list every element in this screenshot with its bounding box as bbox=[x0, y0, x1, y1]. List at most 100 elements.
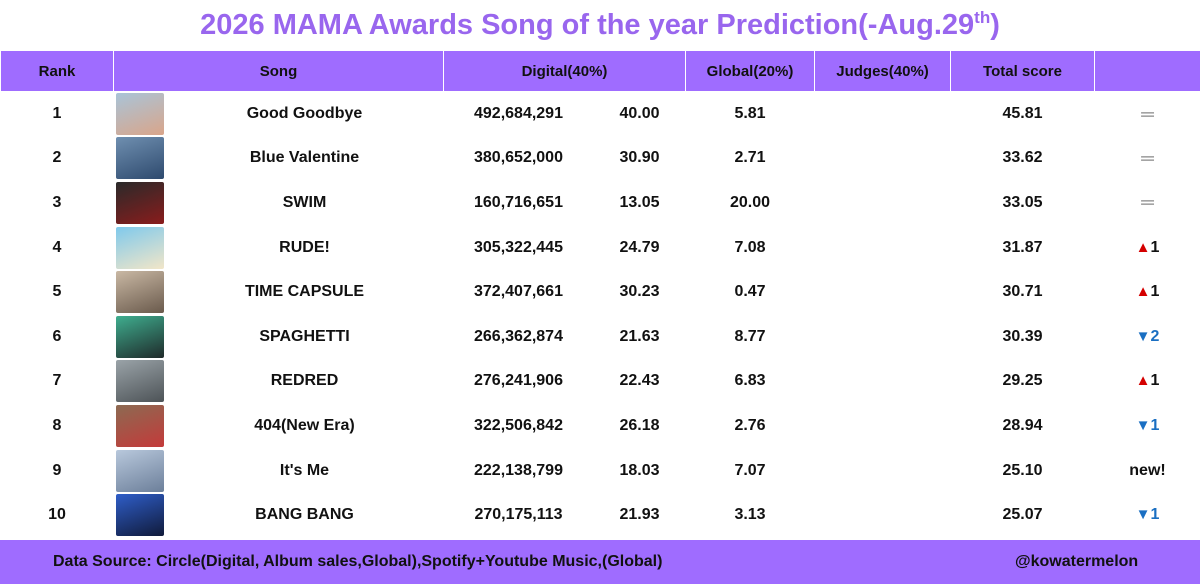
arrow-up-icon: ▲ bbox=[1135, 372, 1151, 390]
rank-change-cell: ═ bbox=[1095, 92, 1200, 137]
rank-change-value: 1 bbox=[1150, 372, 1160, 390]
rank-cell: 1 bbox=[52, 105, 62, 123]
total-score: 31.87 bbox=[1002, 238, 1043, 256]
digital-score: 30.23 bbox=[619, 283, 660, 301]
title-close: ) bbox=[990, 9, 1000, 41]
album-cover-image bbox=[115, 315, 164, 358]
digital-count: 380,652,000 bbox=[474, 149, 563, 167]
digital-count: 322,506,842 bbox=[474, 416, 563, 434]
album-cover-cell bbox=[114, 314, 166, 359]
album-cover-image bbox=[115, 93, 164, 136]
table-body: 1 Good Goodbye 492,684,291 40.00 5.81 45.81 ═ 2… bbox=[1, 92, 1200, 538]
rank-cell: 2 bbox=[52, 149, 62, 167]
arrow-down-icon: ▼ bbox=[1135, 506, 1151, 524]
song-title: TIME CAPSULE bbox=[244, 283, 365, 301]
song-title: SWIM bbox=[282, 193, 327, 211]
rank-cell: 3 bbox=[52, 193, 62, 211]
rank-unchanged-icon: ═ bbox=[1141, 103, 1154, 124]
page-title: 2026 MAMA Awards Song of the year Predic… bbox=[0, 4, 1200, 46]
rank-change-cell: ═ bbox=[1095, 136, 1200, 181]
rank-cell: 10 bbox=[48, 506, 66, 524]
digital-score: 18.03 bbox=[619, 461, 660, 479]
rank-change-cell: ▼1 bbox=[1095, 404, 1200, 449]
album-cover-cell bbox=[114, 359, 166, 404]
arrow-up-icon: ▲ bbox=[1135, 238, 1151, 256]
album-cover-image bbox=[115, 494, 164, 537]
rank-change-cell: ▲1 bbox=[1095, 270, 1200, 315]
ranking-table: Rank Song Digital(40%) Global(20%) Judge… bbox=[0, 50, 1200, 537]
table-row: 4 RUDE! 305,322,445 24.79 7.08 31.87 ▲1 bbox=[1, 225, 1200, 270]
arrow-down-icon: ▼ bbox=[1135, 416, 1151, 434]
global-score: 0.47 bbox=[734, 283, 766, 301]
song-title: Blue Valentine bbox=[249, 149, 360, 167]
album-cover-cell bbox=[114, 270, 166, 315]
song-title: RUDE! bbox=[279, 238, 330, 256]
song-title: BANG BANG bbox=[255, 506, 354, 524]
rank-change: ▼2 bbox=[1136, 328, 1160, 345]
total-score: 33.62 bbox=[1002, 149, 1043, 167]
digital-score: 21.63 bbox=[619, 327, 660, 345]
new-entry-badge: new! bbox=[1129, 461, 1166, 479]
album-cover-image bbox=[115, 271, 164, 314]
table-row: 2 Blue Valentine 380,652,000 30.90 2.71 33.62… bbox=[1, 136, 1200, 181]
album-cover-image bbox=[115, 404, 164, 447]
total-score: 25.10 bbox=[1002, 461, 1043, 479]
album-cover-cell bbox=[114, 448, 166, 493]
judges-score bbox=[815, 404, 951, 449]
digital-count: 305,322,445 bbox=[474, 238, 563, 256]
rank-change: ▼1 bbox=[1136, 506, 1160, 523]
rank-change-cell: ═ bbox=[1095, 181, 1200, 226]
table-row: 6 SPAGHETTI 266,362,874 21.63 8.77 30.39 ▼2 bbox=[1, 314, 1200, 359]
judges-score bbox=[815, 92, 951, 137]
rank-cell: 9 bbox=[52, 461, 62, 479]
arrow-down-icon: ▼ bbox=[1135, 327, 1151, 345]
judges-score bbox=[815, 136, 951, 181]
rank-cell: 4 bbox=[52, 238, 62, 256]
rank-cell: 6 bbox=[52, 327, 62, 345]
judges-score bbox=[815, 270, 951, 315]
album-cover-image bbox=[115, 360, 164, 403]
header-global: Global(20%) bbox=[685, 50, 816, 92]
global-score: 6.83 bbox=[734, 372, 766, 390]
arrow-up-icon: ▲ bbox=[1135, 283, 1151, 301]
digital-score: 13.05 bbox=[619, 193, 660, 211]
digital-score: 40.00 bbox=[619, 105, 660, 123]
song-title: It's Me bbox=[279, 461, 330, 479]
header-change bbox=[1094, 50, 1200, 92]
global-score: 7.08 bbox=[734, 238, 766, 256]
album-cover-image bbox=[115, 449, 164, 492]
song-title: REDRED bbox=[270, 372, 339, 390]
digital-count: 222,138,799 bbox=[474, 461, 563, 479]
global-score: 3.13 bbox=[734, 506, 766, 524]
data-source-text: Data Source: Circle(Digital, Album sales… bbox=[53, 553, 663, 570]
header-digital: Digital(40%) bbox=[442, 50, 687, 92]
table-row: 8 404(New Era) 322,506,842 26.18 2.76 28.94 ▼1 bbox=[1, 404, 1200, 449]
judges-score bbox=[815, 448, 951, 493]
rank-change-cell: ▲1 bbox=[1095, 225, 1200, 270]
rank-change-value: 1 bbox=[1150, 416, 1160, 434]
title-text: 2026 MAMA Awards Song of the year Predic… bbox=[200, 9, 975, 41]
total-score: 45.81 bbox=[1002, 105, 1043, 123]
table-row: 1 Good Goodbye 492,684,291 40.00 5.81 45.81 ═ bbox=[1, 92, 1200, 137]
global-score: 2.76 bbox=[734, 416, 766, 434]
album-cover-image bbox=[115, 226, 164, 269]
rank-cell: 7 bbox=[52, 372, 62, 390]
digital-score: 21.93 bbox=[619, 506, 660, 524]
album-cover-cell bbox=[114, 493, 166, 538]
rank-change-cell: ▼1 bbox=[1095, 493, 1200, 538]
album-cover-cell bbox=[114, 181, 166, 226]
header-total-score: Total score bbox=[950, 50, 1096, 92]
digital-count: 372,407,661 bbox=[474, 283, 563, 301]
song-title: SPAGHETTI bbox=[259, 327, 350, 345]
judges-score bbox=[815, 225, 951, 270]
header-rank: Rank bbox=[0, 50, 114, 92]
global-score: 2.71 bbox=[734, 149, 766, 167]
album-cover-cell bbox=[114, 136, 166, 181]
album-cover-cell bbox=[114, 404, 166, 449]
digital-count: 160,716,651 bbox=[474, 193, 563, 211]
global-score: 5.81 bbox=[734, 105, 766, 123]
rank-cell: 5 bbox=[52, 283, 62, 301]
global-score: 8.77 bbox=[734, 327, 766, 345]
digital-score: 30.90 bbox=[619, 149, 660, 167]
rank-change-value: 1 bbox=[1150, 506, 1160, 524]
